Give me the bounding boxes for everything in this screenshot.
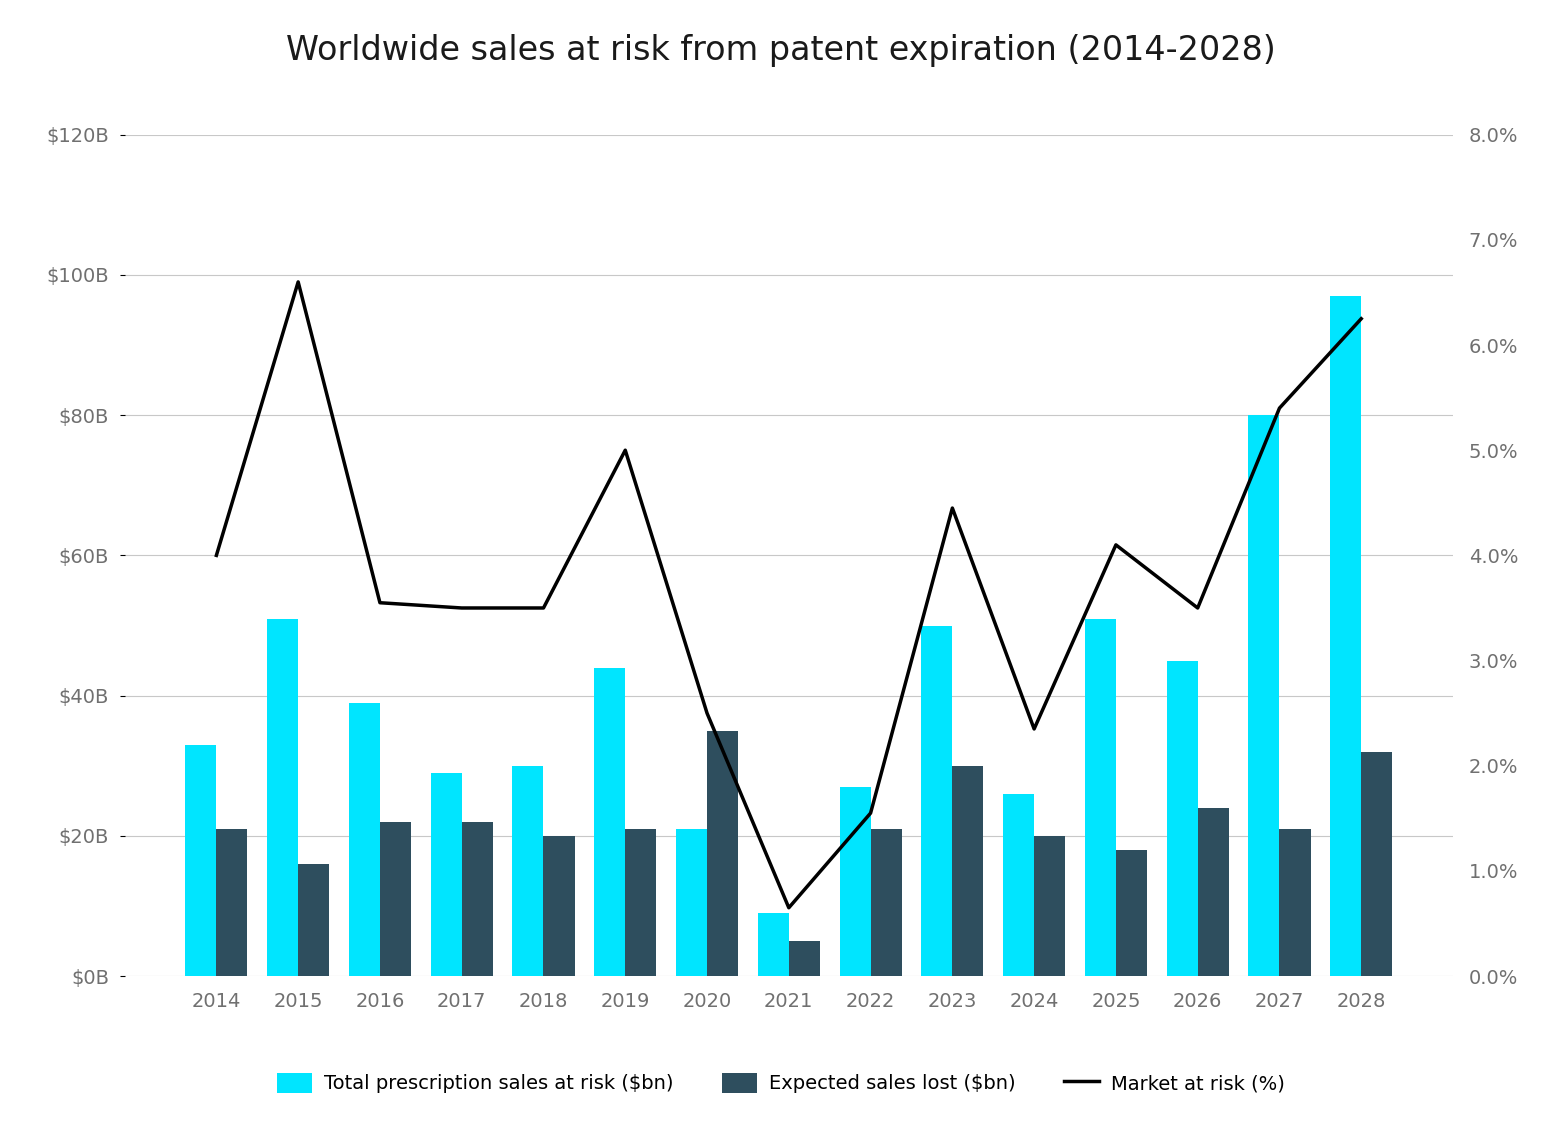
Bar [1086,618,1115,976]
Bar [1331,296,1361,976]
Market at risk (%) [289,275,308,288]
Bar [708,730,739,976]
Bar [1034,836,1065,976]
Bar [625,829,656,976]
Bar [267,618,298,976]
Market at risk (%) [1189,601,1207,615]
Market at risk (%) [1106,539,1125,552]
Bar [758,913,789,976]
Bar [1279,829,1311,976]
Bar [298,864,330,976]
Bar [462,821,492,976]
Market at risk (%) [370,596,389,609]
Market at risk (%) [208,549,226,562]
Market at risk (%) [943,502,962,515]
Market at risk (%) [861,807,879,820]
Market at risk (%) [615,443,634,457]
Bar [1361,752,1392,976]
Line: Market at risk (%): Market at risk (%) [217,282,1361,908]
Bar [789,941,820,976]
Market at risk (%) [534,601,553,615]
Market at risk (%) [1351,312,1370,325]
Bar [1003,794,1034,976]
Market at risk (%) [453,601,472,615]
Bar [594,668,625,976]
Bar [870,829,901,976]
Bar [512,765,544,976]
Bar [217,829,247,976]
Bar [922,626,953,976]
Bar [953,765,984,976]
Bar [1167,661,1198,976]
Bar [1198,808,1229,976]
Bar [1115,850,1147,976]
Market at risk (%) [1025,723,1043,736]
Legend: Total prescription sales at risk ($bn), Expected sales lost ($bn), Market at ris: Total prescription sales at risk ($bn), … [270,1065,1292,1101]
Text: Worldwide sales at risk from patent expiration (2014-2028): Worldwide sales at risk from patent expi… [286,34,1276,66]
Market at risk (%) [1270,402,1289,415]
Bar [186,745,217,976]
Bar [544,836,575,976]
Bar [676,829,708,976]
Bar [348,702,380,976]
Bar [839,787,870,976]
Market at risk (%) [698,707,717,720]
Bar [1248,415,1279,976]
Market at risk (%) [779,901,798,914]
Bar [380,821,411,976]
Bar [431,773,462,976]
